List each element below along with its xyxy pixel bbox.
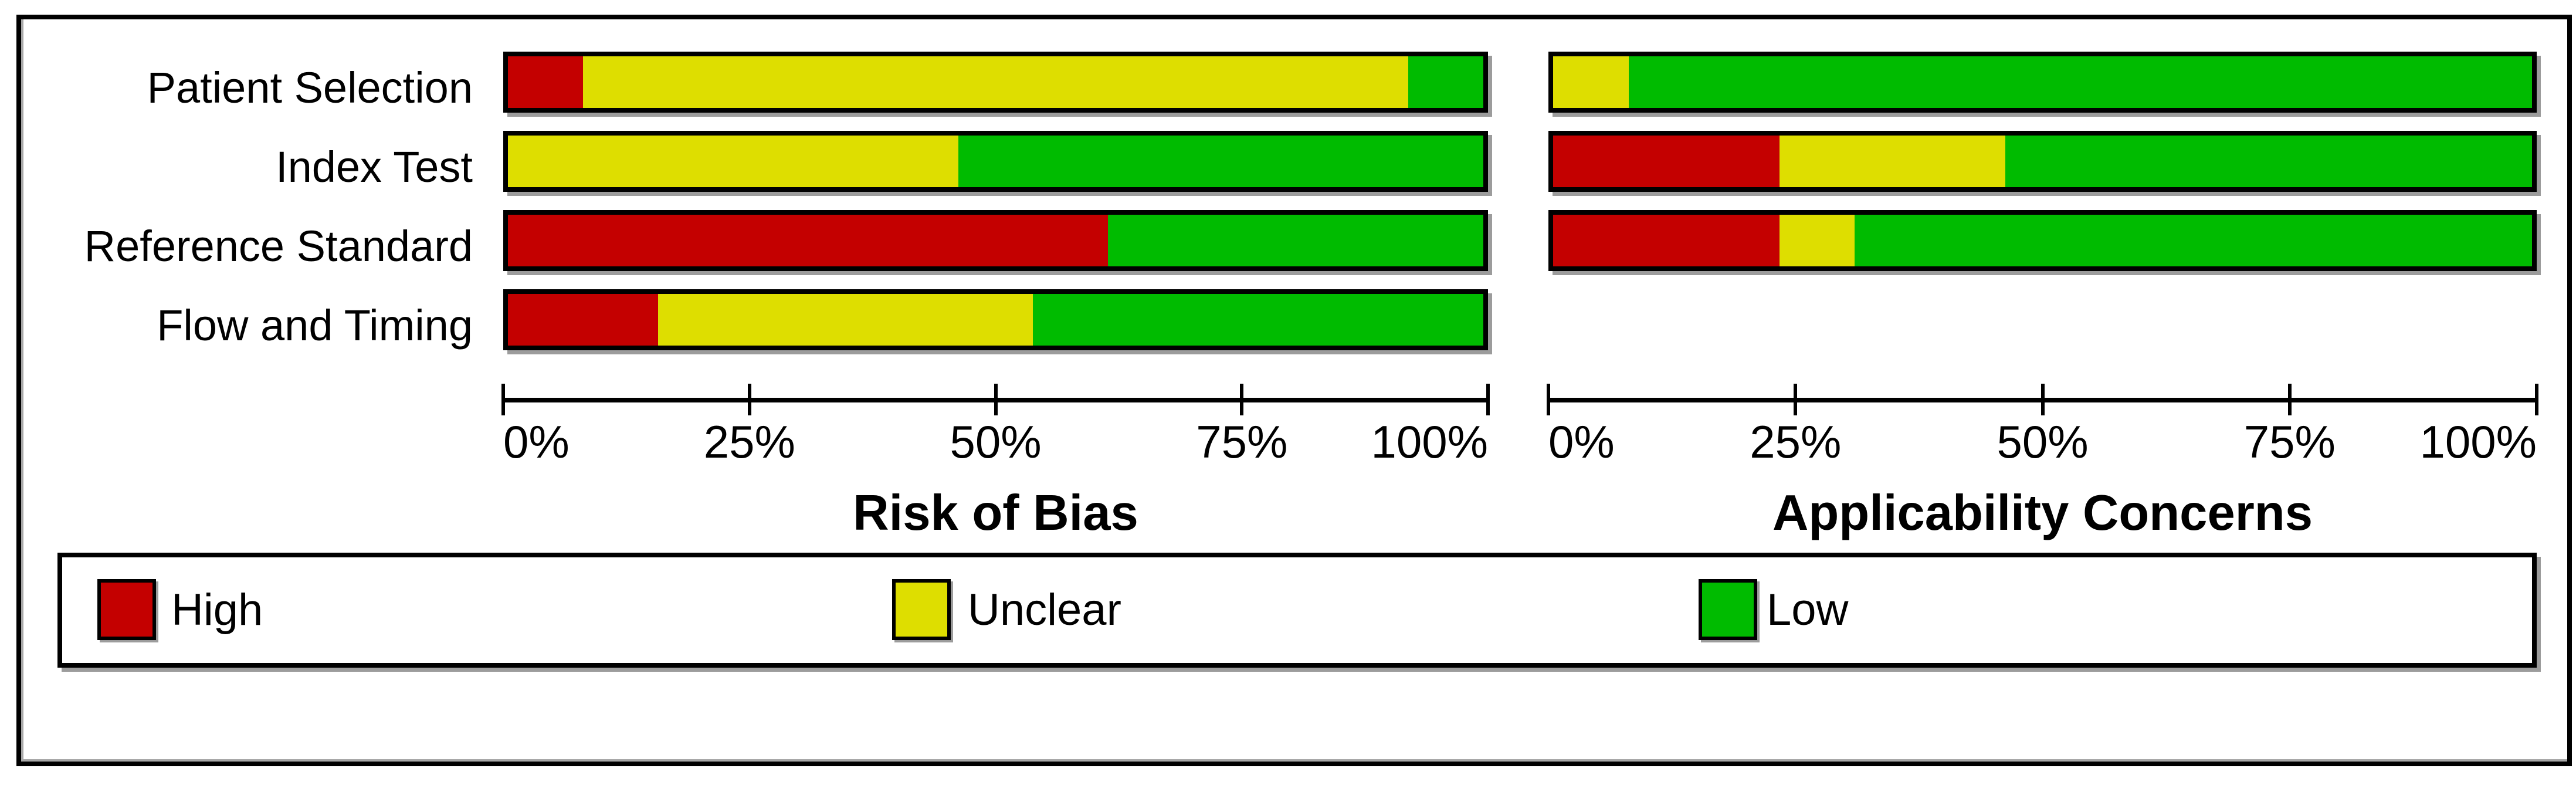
bar-row-rob-3	[503, 210, 1488, 271]
bar-segment-low	[2005, 136, 2532, 187]
bar-row-ac-2	[1548, 131, 2537, 192]
x-axis-tick-label: 50%	[1997, 416, 2089, 468]
x-axis-tick-label: 25%	[1750, 416, 1842, 468]
x-axis-tick	[1794, 384, 1798, 415]
bar-row-rob-2	[503, 131, 1488, 192]
x-axis-tick	[2287, 384, 2292, 415]
category-label: Flow and Timing	[157, 301, 473, 350]
bar-segment-low	[1033, 294, 1483, 346]
bar-segment-high	[1553, 215, 1780, 266]
x-axis-tick-label: 0%	[503, 416, 570, 468]
bar-segment-unclear	[657, 294, 1033, 346]
bar-row-ac-3	[1548, 210, 2537, 271]
bar-segment-unclear	[1779, 136, 2006, 187]
bar-segment-unclear	[1779, 215, 1855, 266]
bar-segment-unclear	[508, 136, 959, 187]
legend-swatch-low	[1699, 579, 1757, 640]
legend-box: High Unclear Low	[57, 553, 2537, 668]
x-axis-tick	[1486, 384, 1490, 415]
bar-segment-low	[1408, 56, 1483, 108]
legend-label-high: High	[171, 585, 263, 635]
x-axis-tick-label: 25%	[703, 416, 795, 468]
x-axis-tick-label: 100%	[1371, 416, 1489, 468]
bar-row-rob-1	[503, 52, 1488, 113]
legend-label-low: Low	[1767, 585, 1849, 635]
bar-segment-high	[1553, 136, 1780, 187]
bar-segment-low	[1107, 215, 1483, 266]
bar-segment-high	[508, 56, 584, 108]
x-axis-tick-label: 75%	[2243, 416, 2336, 468]
bar-row-rob-4	[503, 289, 1488, 350]
bar-row-ac-1	[1548, 52, 2537, 113]
x-axis-tick-label: 0%	[1548, 416, 1615, 468]
x-axis-tick-label: 100%	[2419, 416, 2537, 468]
category-label-column: Patient Selection Index Test Reference Sta…	[0, 0, 473, 411]
x-axis-tick	[747, 384, 751, 415]
legend-swatch-unclear	[892, 579, 951, 640]
x-axis-tick	[1547, 384, 1550, 415]
legend-swatch-high	[97, 579, 156, 640]
x-axis-tick	[1240, 384, 1244, 415]
legend-label-unclear: Unclear	[968, 585, 1121, 635]
bar-segment-low	[1855, 215, 2532, 266]
x-axis-tick	[2535, 384, 2538, 415]
bar-segment-unclear	[1553, 56, 1629, 108]
figure-frame	[16, 15, 2572, 766]
x-axis-tick	[501, 384, 505, 415]
x-axis-tick-label: 75%	[1196, 416, 1288, 468]
risk-of-bias-panel: Risk of Bias 0% 25% 50% 75% 100%	[501, 0, 1490, 785]
category-label: Reference Standard	[84, 222, 473, 270]
applicability-concerns-panel: Applicability Concerns 0% 25% 50% 75% 100%	[1547, 0, 2538, 785]
x-axis-title-risk-of-bias: Risk of Bias	[853, 485, 1138, 541]
bar-segment-unclear	[583, 56, 1408, 108]
bar-segment-high	[508, 294, 658, 346]
x-axis-tick	[994, 384, 998, 415]
bar-segment-high	[508, 215, 1108, 266]
bar-segment-low	[1628, 56, 2532, 108]
x-axis-tick-label: 50%	[950, 416, 1042, 468]
category-label: Patient Selection	[147, 63, 473, 112]
x-axis-tick	[2041, 384, 2045, 415]
x-axis-title-applicability-concerns: Applicability Concerns	[1772, 485, 2313, 541]
category-label: Index Test	[276, 143, 473, 191]
bar-segment-low	[958, 136, 1483, 187]
